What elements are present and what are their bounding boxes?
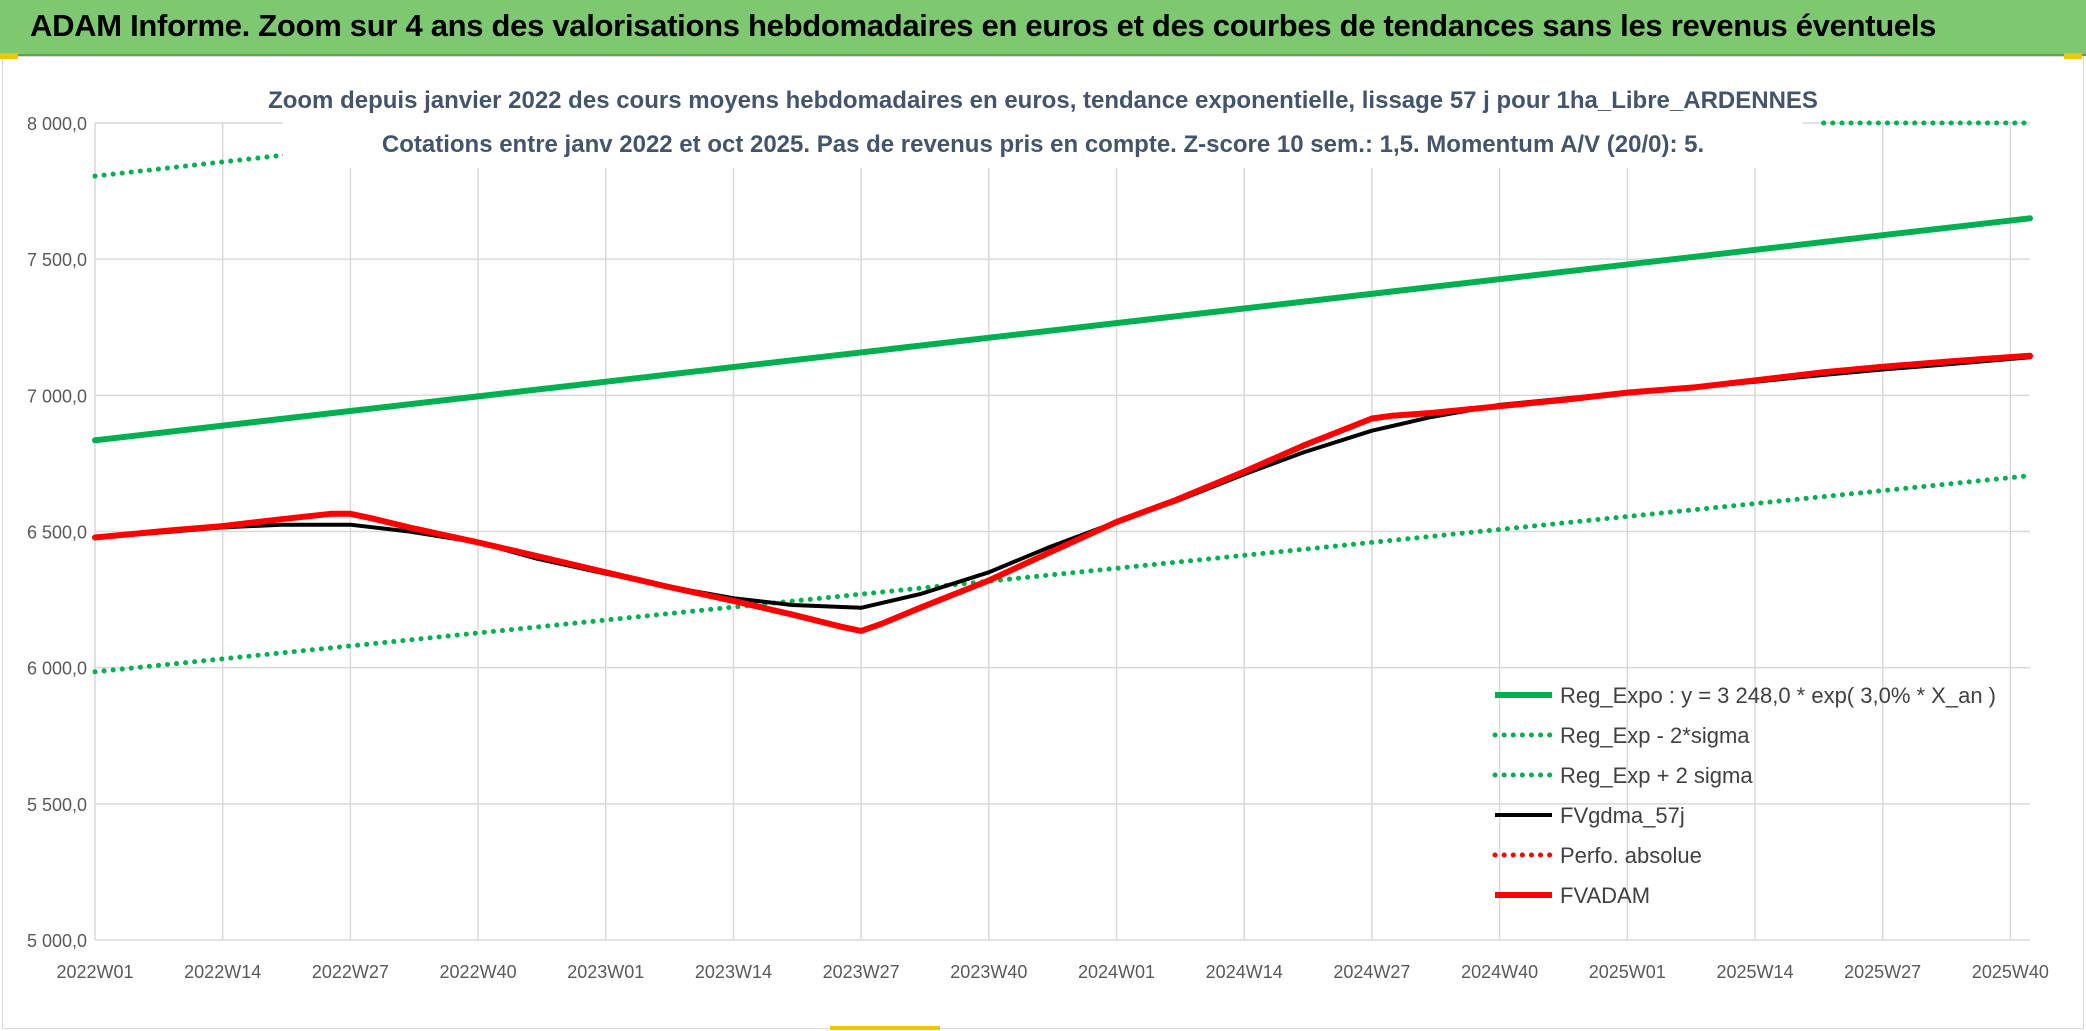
series-line-1 [92, 473, 2033, 675]
x-tick-label: 2022W14 [184, 962, 261, 982]
legend-layer: Reg_Expo : y = 3 248,0 * exp( 3,0% * X_a… [1492, 683, 1996, 908]
y-tick-label: 7 000,0 [27, 386, 87, 406]
legend-label: Perfo. absolue [1560, 843, 1702, 868]
series-line-2 [92, 151, 294, 179]
y-tick-label: 5 500,0 [27, 795, 87, 815]
legend-label: Reg_Expo : y = 3 248,0 * exp( 3,0% * X_a… [1560, 683, 1996, 708]
corner-mark-bottom [830, 1026, 940, 1030]
y-tick-label: 6 500,0 [27, 523, 87, 543]
title-banner: ADAM Informe. Zoom sur 4 ans des valoris… [0, 0, 2086, 56]
title-layer: Zoom depuis janvier 2022 des cours moyen… [268, 78, 1818, 168]
x-tick-label: 2023W27 [823, 962, 900, 982]
series-line-0 [92, 215, 2033, 444]
y-tick-label: 5 000,0 [27, 931, 87, 951]
legend-label: Reg_Exp + 2 sigma [1560, 763, 1753, 788]
chart-frame [2, 56, 2084, 1029]
corner-mark-right [2064, 53, 2082, 59]
legend-label: FVADAM [1560, 883, 1650, 908]
y-tick-label: 7 500,0 [27, 250, 87, 270]
corner-mark-left [0, 53, 18, 59]
series-line-5 [92, 352, 2033, 634]
legend-label: Reg_Exp - 2*sigma [1560, 723, 1750, 748]
x-tick-label: 2023W14 [695, 962, 772, 982]
x-tick-label: 2025W27 [1844, 962, 1921, 982]
banner-title: ADAM Informe. Zoom sur 4 ans des valoris… [30, 8, 1937, 43]
grid-layer [94, 122, 2030, 941]
x-tick-label: 2023W01 [567, 962, 644, 982]
title-backing [283, 78, 1803, 168]
x-tick-label: 2025W40 [1972, 962, 2049, 982]
x-tick-label: 2022W01 [56, 962, 133, 982]
y-tick-label: 8 000,0 [27, 114, 87, 134]
legend-label: FVgdma_57j [1560, 803, 1685, 828]
x-tick-label: 2024W14 [1206, 962, 1283, 982]
x-tick-label: 2022W40 [440, 962, 517, 982]
x-tick-label: 2024W01 [1078, 962, 1155, 982]
x-tick-label: 2025W01 [1589, 962, 1666, 982]
x-tick-label: 2022W27 [312, 962, 389, 982]
x-tick-label: 2023W40 [950, 962, 1027, 982]
axis-labels: 8 000,0 7 500,0 7 000,0 6 500,0 6 000,0 5 500… [27, 114, 2049, 982]
chart-subtitle: Cotations entre janv 2022 et oct 2025. P… [382, 131, 1704, 158]
x-tick-label: 2024W27 [1333, 962, 1410, 982]
x-tick-label: 2024W40 [1461, 962, 1538, 982]
chart-title: Zoom depuis janvier 2022 des cours moyen… [268, 87, 1818, 114]
x-tick-label: 2025W14 [1716, 962, 1793, 982]
y-tick-label: 6 000,0 [27, 659, 87, 679]
series-layer [92, 120, 2033, 675]
